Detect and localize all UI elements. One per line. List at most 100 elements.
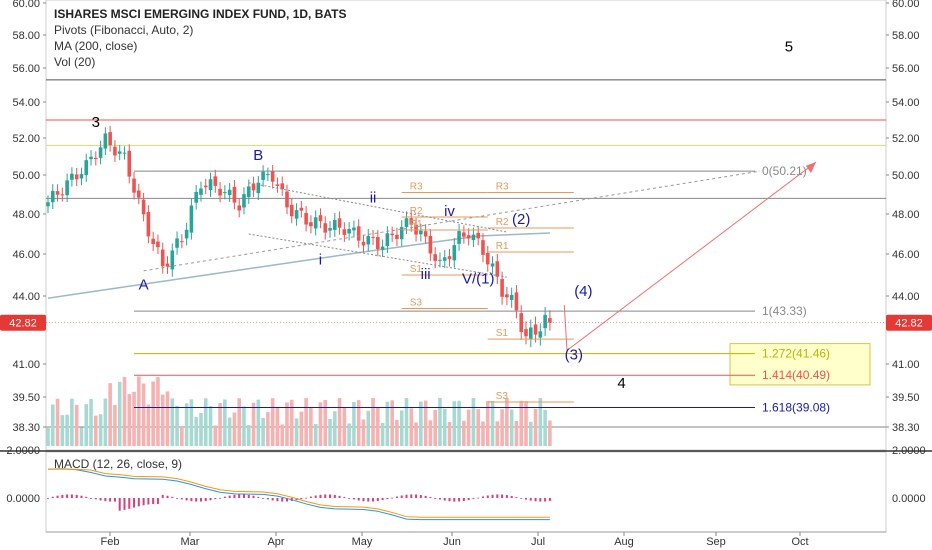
- volume-bar: [289, 399, 294, 446]
- macd-histogram-bar: [329, 494, 332, 498]
- macd-pane: [45, 451, 887, 533]
- macd-histogram-bar: [94, 498, 97, 500]
- volume-bar: [333, 411, 337, 446]
- macd-histogram-bar: [123, 498, 126, 510]
- arrow-head-icon: [806, 162, 816, 174]
- candle-body: [390, 233, 394, 236]
- vol-indicator-label[interactable]: Vol (20): [54, 55, 96, 69]
- macd-histogram-bar: [477, 497, 480, 499]
- candle-body: [342, 229, 347, 235]
- x-tick-label: Apr: [267, 536, 284, 548]
- macd-histogram-bar: [386, 498, 389, 500]
- x-tick-label: Oct: [791, 536, 808, 548]
- last-price-label-left: 42.82: [9, 318, 37, 330]
- candle-body: [65, 180, 69, 196]
- pivot-level-label: S1: [410, 264, 423, 275]
- macd-histogram-bar: [505, 495, 508, 498]
- candle-body: [184, 229, 189, 239]
- wave-label: 4: [617, 375, 625, 392]
- candle-body: [117, 151, 122, 154]
- pivots-indicator-label[interactable]: Pivots (Fibonacci, Auto, 2): [54, 23, 194, 37]
- candle-body: [261, 171, 265, 180]
- pivot-level-label: R2: [410, 206, 423, 217]
- x-tick-label: Jul: [531, 536, 545, 548]
- dotted-trendline: [143, 170, 761, 272]
- y-tick-label-right: 58.00: [892, 30, 920, 42]
- fib-level-label: 0(50.21): [762, 164, 807, 178]
- macd-histogram-bar: [185, 498, 188, 501]
- volume-bar: [371, 398, 375, 446]
- x-tick-label: Feb: [101, 536, 120, 548]
- volume-bar: [170, 398, 175, 446]
- volume-bar: [46, 428, 50, 446]
- volume-bar: [165, 391, 170, 446]
- candle-body: [442, 257, 447, 261]
- candle-body: [213, 176, 218, 186]
- volume-bar: [519, 400, 524, 446]
- candle-body: [485, 252, 490, 265]
- candle-body: [151, 238, 155, 245]
- macd-histogram-bar: [434, 498, 437, 499]
- macd-histogram-bar: [47, 498, 49, 499]
- candle-body: [170, 250, 175, 270]
- candle-body: [74, 174, 79, 180]
- candle-body: [409, 218, 414, 225]
- candle-body: [55, 191, 60, 195]
- wave-label: B: [253, 147, 263, 164]
- macd-tick-label-left: 2.0000: [6, 445, 40, 457]
- candle-body: [122, 152, 127, 154]
- macd-histogram-bar: [319, 494, 322, 498]
- candle-body: [285, 191, 289, 208]
- volume-bar: [404, 398, 409, 446]
- macd-histogram-bar: [223, 496, 226, 498]
- candle-body: [218, 188, 222, 196]
- candle-body: [447, 256, 452, 260]
- wave-label: 5: [785, 39, 793, 56]
- macd-histogram-bar: [190, 498, 193, 502]
- macd-histogram-bar: [214, 498, 217, 500]
- volume-bar: [419, 401, 423, 446]
- macd-histogram-bar: [51, 496, 54, 498]
- candle-body: [232, 186, 237, 203]
- candle-body: [84, 160, 89, 176]
- macd-histogram-bar: [199, 498, 202, 502]
- volume-bar: [280, 424, 285, 446]
- wave-label: 3: [92, 114, 100, 131]
- candle-body: [275, 184, 280, 186]
- volume-bar: [251, 402, 256, 446]
- volume-bar: [457, 400, 461, 446]
- macd-histogram-bar: [510, 495, 513, 498]
- volume-bar: [471, 398, 476, 446]
- volume-bar: [89, 398, 93, 446]
- candle-body: [98, 147, 103, 158]
- last-price-tag-left: [0, 314, 46, 331]
- pivot-level-label: S3: [496, 391, 509, 402]
- candle-body: [70, 173, 74, 180]
- macd-histogram-bar: [142, 498, 145, 506]
- volume-bar: [495, 421, 500, 446]
- candle-body: [438, 259, 442, 261]
- volume-bar: [98, 414, 103, 446]
- macd-indicator-label[interactable]: MACD (12, 26, close, 9): [54, 457, 183, 471]
- wave-label: V/(1): [462, 270, 495, 287]
- macd-histogram-bar: [415, 494, 418, 498]
- y-tick-label-left: 46.00: [12, 249, 40, 261]
- macd-histogram-bar: [515, 497, 518, 498]
- volume-bar: [184, 403, 189, 446]
- macd-histogram-bar: [109, 498, 112, 502]
- volume-bar: [122, 377, 127, 446]
- candle-body: [462, 232, 466, 237]
- volume-bar: [356, 400, 361, 446]
- ma-indicator-label[interactable]: MA (200, close): [54, 39, 138, 53]
- volume-bar: [74, 404, 79, 446]
- volume-bar: [84, 404, 89, 446]
- candle-body: [433, 254, 437, 261]
- candle-body: [380, 246, 385, 250]
- macd-histogram-bar: [400, 495, 403, 498]
- candle-body: [318, 215, 323, 222]
- candle-body: [352, 227, 356, 231]
- volume-bar: [442, 408, 447, 446]
- volume-bar: [524, 401, 528, 446]
